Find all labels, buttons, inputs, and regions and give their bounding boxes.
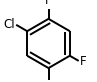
Text: F: F bbox=[45, 0, 52, 7]
Text: HO: HO bbox=[39, 81, 58, 82]
Text: F: F bbox=[80, 55, 86, 68]
Text: Cl: Cl bbox=[3, 18, 15, 31]
